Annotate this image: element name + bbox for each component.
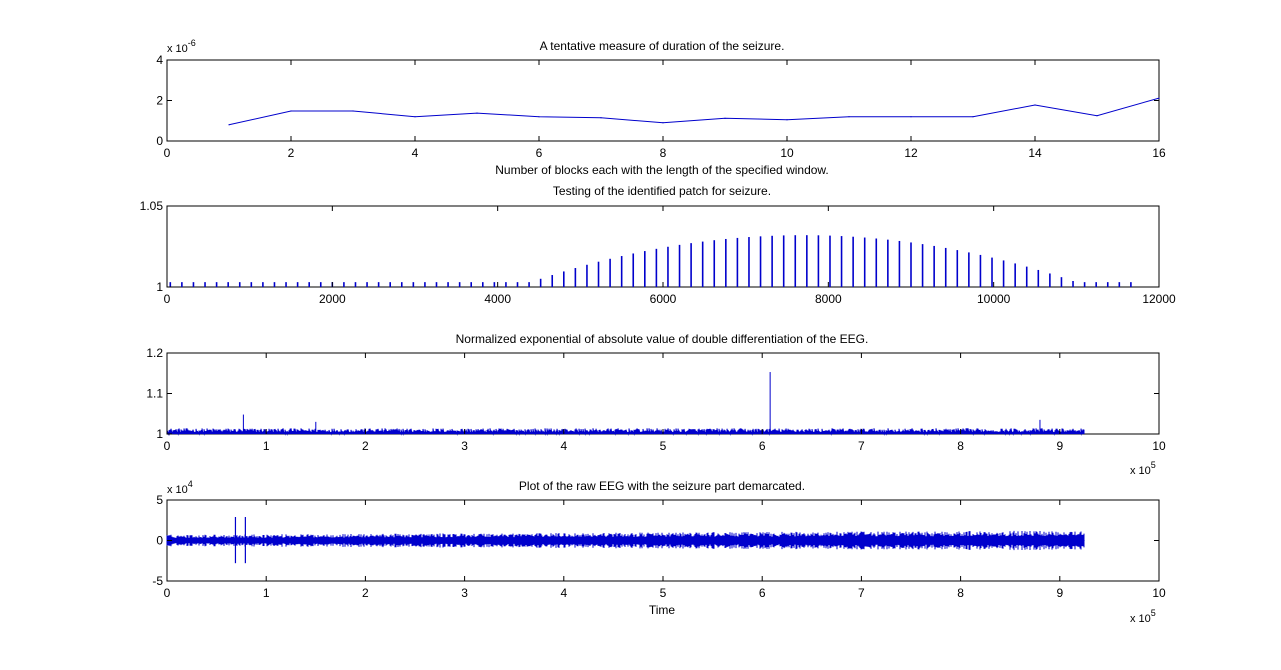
data-point <box>352 110 354 112</box>
x-axis-label: Number of blocks each with the length of… <box>495 163 829 177</box>
x-tick-label: 2 <box>288 146 295 160</box>
chart-title: Testing of the identified patch for seiz… <box>553 184 771 198</box>
data-point <box>972 116 974 118</box>
x-tick-label: 10 <box>780 146 794 160</box>
x-tick-label: 3 <box>461 439 468 453</box>
y-tick-label: 2 <box>156 94 163 108</box>
x-tick-label: 2000 <box>319 292 346 306</box>
x-tick-label: 10 <box>1152 586 1166 600</box>
y-tick-label: 1.05 <box>140 199 164 213</box>
y-tick-label: 5 <box>156 493 163 507</box>
series-marks <box>166 372 1085 436</box>
data-point <box>724 117 726 119</box>
x-tick-label: 3 <box>461 586 468 600</box>
x-tick-label: 6 <box>759 586 766 600</box>
x-tick-label: 4 <box>560 586 567 600</box>
axis-ticks: 0 2 4 6 8 10 12 14 16 0 2 4 <box>156 53 1166 160</box>
data-point <box>1158 97 1160 99</box>
chart-title: Plot of the raw EEG with the seizure par… <box>519 479 805 493</box>
data-point <box>290 110 292 112</box>
data-point <box>662 122 664 124</box>
y-tick-label: 1.2 <box>146 346 163 360</box>
y-tick-label: 0 <box>156 134 163 148</box>
chart-title: Normalized exponential of absolute value… <box>456 332 869 346</box>
data-point <box>1034 104 1036 106</box>
x-tick-label: 5 <box>660 439 667 453</box>
x-tick-label: 4000 <box>484 292 511 306</box>
chart-raw-eeg: Plot of the raw EEG with the seizure par… <box>152 479 1166 625</box>
x-tick-label: 8 <box>957 439 964 453</box>
x-tick-label: 1 <box>263 586 270 600</box>
data-point <box>600 117 602 119</box>
x-tick-label: 10 <box>1152 439 1166 453</box>
plot-area <box>166 59 1160 142</box>
plot-area <box>166 352 1160 435</box>
x-tick-label: 6 <box>536 146 543 160</box>
data-point <box>1096 115 1098 117</box>
x-tick-label: 0 <box>164 292 171 306</box>
chart-title: A tentative measure of duration of the s… <box>540 39 785 53</box>
series-marks <box>169 235 1132 287</box>
y-axis-multiplier: x 10-6 <box>167 38 196 55</box>
y-axis-multiplier: x 104 <box>167 479 193 496</box>
data-point <box>476 112 478 114</box>
x-tick-label: 2 <box>362 439 369 453</box>
y-tick-label: -5 <box>152 574 163 588</box>
y-tick-label: 0 <box>156 534 163 548</box>
chart-duration-measure: A tentative measure of duration of the s… <box>156 38 1166 177</box>
x-tick-label: 10000 <box>977 292 1011 306</box>
chart-patch-testing: Testing of the identified patch for seiz… <box>140 184 1176 306</box>
y-tick-label: 1 <box>156 280 163 294</box>
x-tick-label: 9 <box>1056 439 1063 453</box>
x-tick-label: 8 <box>957 586 964 600</box>
x-tick-label: 5 <box>660 586 667 600</box>
axis-ticks: 0 1 2 3 4 5 6 7 8 9 10-505 <box>152 493 1166 600</box>
plot-area <box>166 205 1160 288</box>
series-line <box>228 97 1160 126</box>
series-marks <box>228 97 1160 126</box>
y-tick-label: 1.1 <box>146 387 163 401</box>
x-tick-label: 4 <box>560 439 567 453</box>
x-axis-multiplier: x 105 <box>1130 460 1156 477</box>
x-tick-label: 0 <box>164 439 171 453</box>
data-point <box>786 119 788 121</box>
x-tick-label: 2 <box>362 586 369 600</box>
x-tick-label: 8000 <box>815 292 842 306</box>
x-tick-label: 9 <box>1056 586 1063 600</box>
data-point <box>228 124 230 126</box>
signal-trace <box>166 428 1085 436</box>
x-tick-label: 14 <box>1028 146 1042 160</box>
x-tick-label: 16 <box>1152 146 1166 160</box>
x-tick-label: 7 <box>858 439 865 453</box>
x-tick-label: 0 <box>164 586 171 600</box>
x-tick-label: 12 <box>904 146 918 160</box>
x-tick-label: 7 <box>858 586 865 600</box>
x-tick-label: 6 <box>759 439 766 453</box>
data-point <box>414 116 416 118</box>
x-axis-multiplier: x 105 <box>1130 608 1156 625</box>
axis-ticks: 0 2000 4000 6000 8000 10000 12000 1 1.05 <box>140 199 1176 306</box>
x-tick-label: 12000 <box>1142 292 1176 306</box>
x-axis-label: Time <box>649 603 676 617</box>
data-point <box>910 116 912 118</box>
data-point <box>538 116 540 118</box>
x-tick-label: 0 <box>164 146 171 160</box>
y-tick-label: 1 <box>156 427 163 441</box>
x-tick-label: 1 <box>263 439 270 453</box>
x-tick-label: 8 <box>660 146 667 160</box>
data-point <box>848 116 850 118</box>
y-tick-label: 4 <box>156 53 163 67</box>
chart-normalized-exponential: Normalized exponential of absolute value… <box>146 332 1166 477</box>
x-tick-label: 6000 <box>650 292 677 306</box>
x-tick-label: 4 <box>412 146 419 160</box>
